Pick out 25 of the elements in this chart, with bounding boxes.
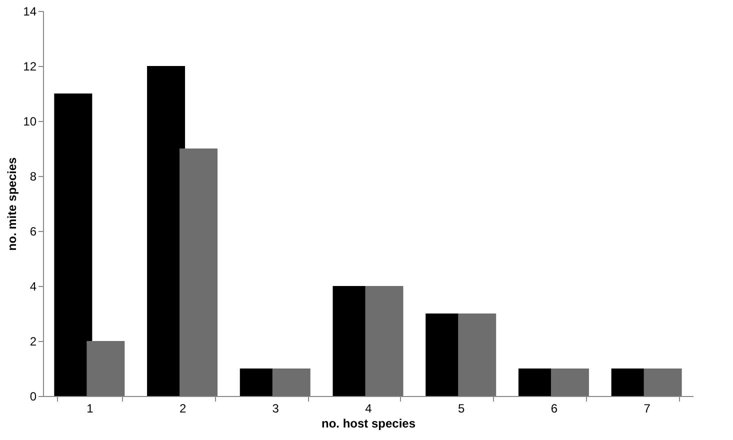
bar [272, 368, 310, 396]
y-tick-label: 0 [30, 390, 37, 404]
x-tick-label: 7 [644, 402, 651, 416]
bar [86, 341, 125, 396]
x-tick-label: 1 [86, 402, 94, 416]
y-tick-label: 4 [30, 280, 37, 294]
bar [644, 368, 682, 396]
x-tick-label: 3 [272, 402, 280, 416]
bar [458, 314, 496, 396]
bar [365, 286, 404, 396]
y-tick-label: 14 [23, 4, 37, 18]
x-axis-title: no. host species [321, 416, 416, 430]
bar [54, 94, 92, 396]
y-axis-title: no. mite species [5, 156, 20, 251]
y-tick-label: 12 [23, 60, 37, 74]
bar [180, 148, 218, 396]
y-tick-label: 8 [30, 170, 37, 184]
x-tick-label: 5 [458, 402, 466, 416]
y-tick-label: 10 [23, 114, 37, 128]
y-tick-label: 2 [30, 334, 37, 348]
bar [550, 368, 589, 396]
y-tick-label: 6 [30, 224, 37, 238]
x-tick-label: 6 [550, 402, 558, 416]
x-tick-label: 2 [179, 402, 186, 416]
x-tick-label: 4 [365, 402, 372, 416]
